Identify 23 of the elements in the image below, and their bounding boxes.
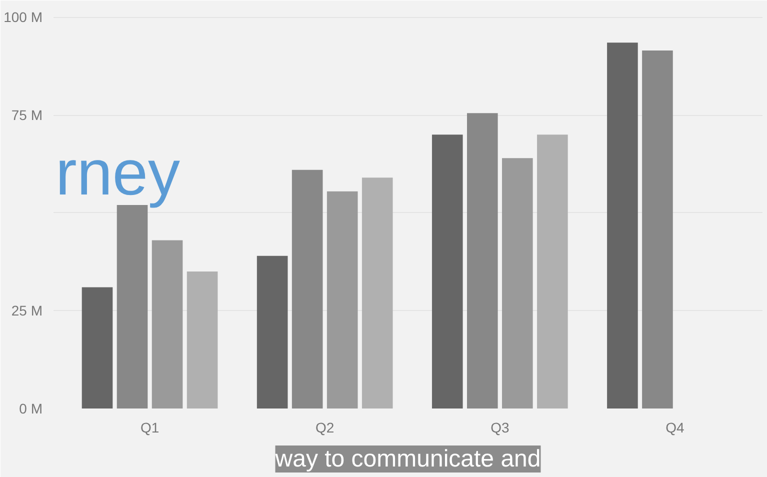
y-tick-label: 100 M [4, 9, 43, 26]
bar [607, 42, 638, 408]
bar [362, 178, 393, 408]
y-tick-label: 75 M [11, 107, 42, 124]
x-tick-label: Q4 [666, 420, 685, 436]
text: way to communicate and [274, 446, 541, 472]
y-tick-label: 0 M [19, 400, 43, 416]
x-tick-label: Q1 [140, 420, 160, 436]
bar [537, 134, 568, 408]
bar [502, 158, 533, 408]
bar [292, 170, 323, 408]
bar [186, 272, 218, 408]
bar [432, 134, 463, 408]
y-tick-label: 25 M [11, 302, 42, 319]
annotation: rney [56, 136, 180, 208]
bar [152, 240, 183, 408]
x-tick-label: Q3 [490, 420, 510, 436]
bar [642, 50, 673, 408]
bar [256, 256, 288, 408]
x-tick-label: Q2 [316, 420, 334, 436]
bar [326, 191, 358, 408]
bar [466, 113, 498, 408]
bar [82, 287, 113, 408]
